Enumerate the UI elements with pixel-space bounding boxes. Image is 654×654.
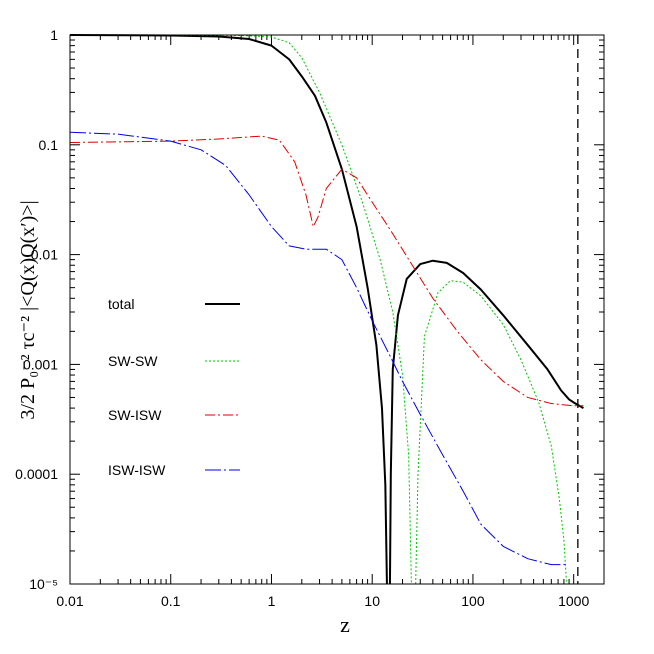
axis-ticks: [69, 35, 605, 585]
y-tick-label: 1: [50, 27, 58, 43]
y-tick-label: 0.0001: [15, 466, 58, 482]
plot-frame: [69, 34, 605, 585]
legend-label: ISW-ISW: [108, 462, 166, 478]
legend: total SW-SW SW-ISW ISW-ISW: [108, 296, 240, 478]
plot-lines: [69, 34, 584, 585]
x-tick-label: 0.1: [161, 593, 181, 609]
series-line-isw-isw: [69, 131, 567, 566]
series-line-sw-sw: [70, 34, 412, 585]
x-tick-label: 100: [461, 593, 485, 609]
x-axis-label: z: [340, 612, 350, 637]
x-tick-label: 0.01: [56, 593, 83, 609]
legend-label: total: [108, 296, 134, 312]
series-line-sw-isw: [69, 135, 584, 407]
series-line-sw-sw: [415, 280, 568, 585]
series-line-total: [69, 34, 388, 585]
x-tick-label: 1000: [558, 593, 589, 609]
y-axis-label: 3/2 P₀⁻² τc⁻² |<Q(x)Q(x′)>|: [17, 200, 39, 419]
y-tick-label: 0.1: [39, 137, 59, 153]
legend-label: SW-ISW: [108, 407, 162, 423]
y-tick-label: 10⁻⁵: [29, 576, 58, 592]
x-tick-label: 1: [268, 593, 276, 609]
tick-labels: 0.01 0.1 1 10 100 1000 10⁻⁵ 0.0001 0.001 0.01 0.1 1: [15, 27, 589, 609]
y-tick-label: 0.01: [31, 247, 58, 263]
legend-label: SW-SW: [108, 353, 158, 369]
y-tick-label: 0.001: [23, 356, 58, 372]
x-tick-label: 10: [364, 593, 380, 609]
